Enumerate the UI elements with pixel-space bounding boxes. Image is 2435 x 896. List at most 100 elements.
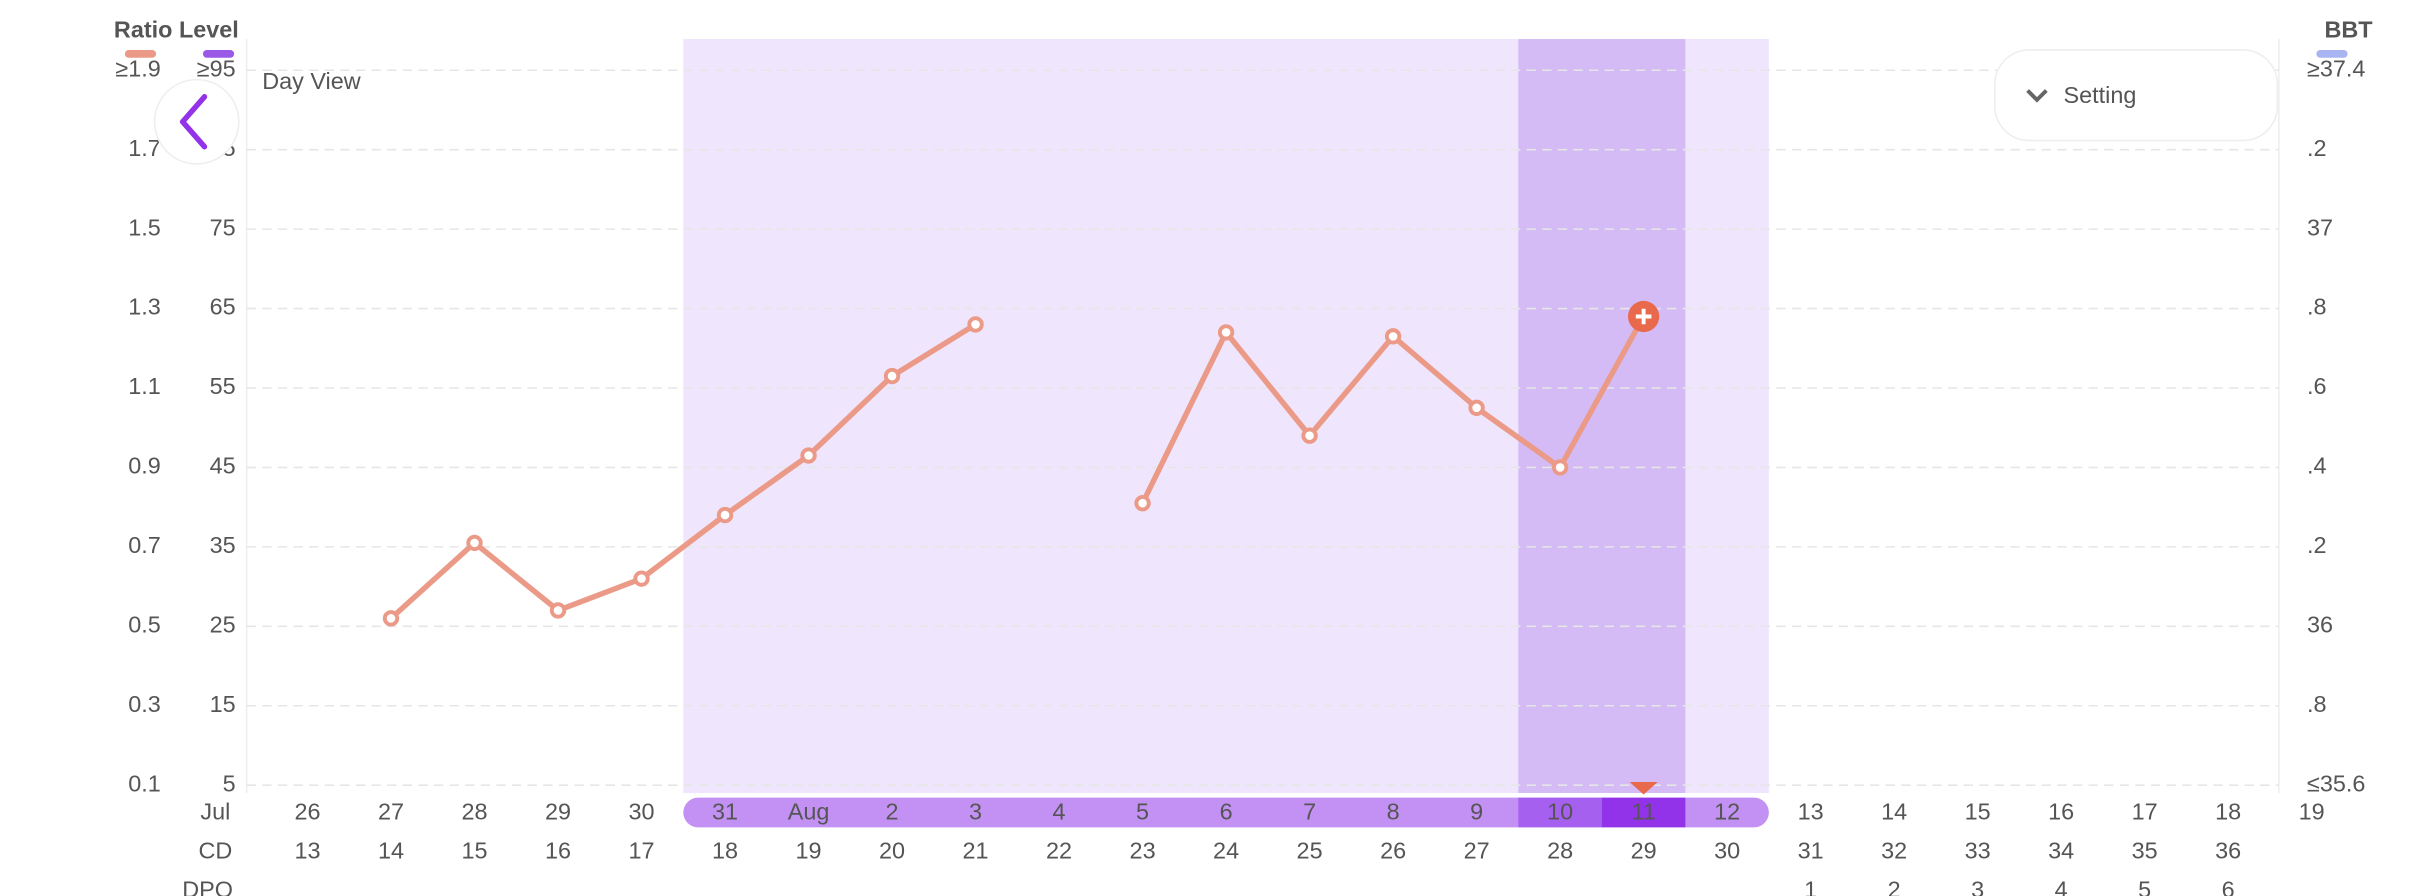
peak-window (1518, 39, 1686, 793)
x-tick-label: 29 (545, 798, 571, 824)
x-tick-label: 3 (969, 798, 982, 824)
cd-value: 29 (1631, 837, 1657, 863)
ratio-tick-label: 0.3 (128, 691, 161, 717)
ratio-tick-label: 1.1 (128, 373, 161, 399)
bbt-tick-label: .4 (2307, 453, 2327, 479)
bbt-tick-label: 37 (2307, 214, 2333, 240)
setting-button[interactable]: Setting (1994, 49, 2279, 142)
dpo-value: 5 (2138, 877, 2151, 896)
point (1384, 328, 1402, 345)
cd-value: 21 (963, 837, 989, 863)
date-pill-peak (1518, 797, 1602, 828)
chevron (2026, 89, 2048, 103)
point (1134, 494, 1151, 512)
x-tick-label: 4 (1053, 798, 1066, 824)
level-tick-label: 45 (210, 453, 236, 479)
bbt-tick-label: 36 (2307, 611, 2333, 637)
dpo-value: 2 (1888, 877, 1901, 896)
x-tick-label: 11 (1631, 798, 1655, 824)
x-tick-label: 14 (1881, 798, 1907, 824)
bbt-tick-label: .2 (2307, 135, 2327, 161)
level-tick-label: 75 (210, 214, 236, 240)
point (1551, 459, 1569, 476)
level-tick-label: 55 (210, 373, 236, 399)
level-tick-label: ≥95 (197, 55, 236, 81)
x-tick-label: 8 (1387, 798, 1400, 824)
level-swatch (202, 49, 235, 58)
level-tick-label: 35 (210, 532, 236, 558)
x-tick-label: Aug (788, 798, 830, 824)
x-tick-label: 16 (2048, 798, 2074, 824)
cd-value: 33 (1965, 837, 1991, 863)
cd-value: 35 (2132, 837, 2158, 863)
ratio-line (389, 322, 977, 621)
y2-title: BBT (2324, 16, 2373, 42)
cd-value: 25 (1297, 837, 1323, 863)
cd-value: 31 (1798, 837, 1824, 863)
back-button-bg (153, 78, 240, 165)
cd-value: 36 (2215, 837, 2241, 863)
date-pill-selected (1601, 797, 1686, 828)
cd-value: 16 (545, 837, 571, 863)
ratio-swatch (124, 49, 157, 58)
cd-value: 13 (294, 837, 320, 863)
dpo-value: 3 (1971, 877, 1984, 896)
date-pill (683, 797, 1769, 828)
dpo-value: 6 (2222, 877, 2235, 896)
ratio-tick-label: 0.1 (128, 770, 161, 796)
ratio-tick-label: 1.7 (128, 135, 161, 161)
ratio-tick-label: 1.5 (128, 214, 161, 240)
x-tick-label: 2 (886, 798, 899, 824)
cd-value: 34 (2048, 837, 2074, 863)
point (1217, 324, 1235, 341)
ratio-tick-label: 0.7 (128, 532, 161, 558)
cd-value: 17 (629, 837, 655, 863)
cd-value: 28 (1547, 837, 1573, 863)
x-tick-label: 27 (378, 798, 404, 824)
selected-marker (1629, 782, 1658, 795)
point (633, 570, 650, 587)
x-tick-label: 9 (1470, 798, 1483, 824)
level-tick-label: 5 (223, 770, 236, 796)
ratio-tick-label: 1.3 (128, 294, 161, 320)
cd-value: 15 (461, 837, 487, 863)
x-tick-label: 13 (1798, 798, 1824, 824)
cd-value: 22 (1046, 837, 1072, 863)
x-tick-label: 5 (1136, 798, 1149, 824)
ratio-tick-label: 0.9 (128, 453, 161, 479)
x-tick-label: 28 (461, 798, 487, 824)
back-icon (179, 94, 208, 150)
x-tick-label: 10 (1547, 798, 1573, 824)
x-tick-label: 12 (1714, 798, 1740, 824)
ratio-tick-label: ≥1.9 (115, 55, 160, 81)
back-button[interactable] (153, 78, 240, 165)
x-tick-label: 31 (712, 798, 738, 824)
point (883, 367, 901, 385)
x-tick-label: 19 (2299, 798, 2325, 824)
point (1468, 399, 1485, 417)
cd-label: CD (198, 837, 232, 863)
bbt-tick-label: .8 (2307, 294, 2327, 320)
point (800, 447, 817, 464)
level-tick-label: 65 (210, 294, 236, 320)
point (549, 602, 567, 619)
ratio-tick-label: 0.5 (128, 611, 161, 637)
point (967, 316, 984, 333)
point (1301, 427, 1318, 444)
dpo-value: 4 (2055, 877, 2068, 896)
setting-bg (1994, 49, 2279, 142)
cd-value: 19 (796, 837, 822, 863)
plus-icon (1635, 308, 1652, 325)
point (716, 506, 734, 524)
cd-value: 27 (1464, 837, 1490, 863)
level-tick-label: 15 (210, 691, 236, 717)
cd-value: 18 (712, 837, 738, 863)
month-label: Jul (200, 798, 230, 824)
view-label: Day View (262, 68, 361, 94)
cd-value: 30 (1714, 837, 1740, 863)
bbt-tick-label: .6 (2307, 373, 2327, 399)
cd-value: 20 (879, 837, 905, 863)
point (466, 534, 483, 552)
cd-value: 23 (1130, 837, 1156, 863)
